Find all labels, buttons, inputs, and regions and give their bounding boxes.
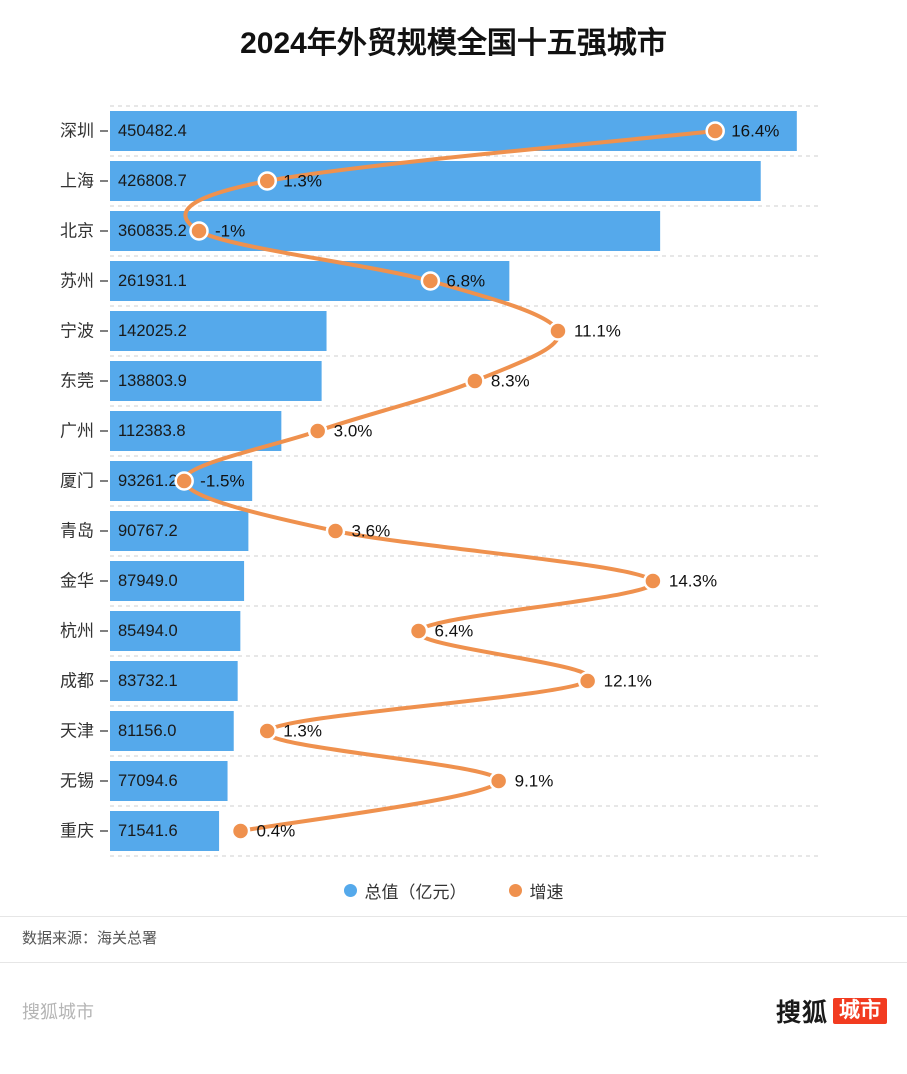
footer: 搜狐城市 搜狐 城市 <box>0 993 907 1029</box>
legend-item-line: 增速 <box>508 878 564 903</box>
growth-marker <box>705 121 725 141</box>
divider-top <box>0 916 907 917</box>
category-label: 深圳 <box>60 122 94 141</box>
legend-bar-swatch <box>343 883 357 897</box>
bar-value-label: 90767.2 <box>118 522 178 540</box>
growth-value-label: 9.1% <box>515 772 554 791</box>
sohu-city-logo: 搜狐 城市 <box>776 993 887 1029</box>
growth-value-label: 6.4% <box>435 622 474 641</box>
growth-value-label: -1.5% <box>200 472 244 491</box>
bar-东莞 <box>110 361 322 401</box>
category-label: 宁波 <box>60 322 94 341</box>
bar-天津 <box>110 711 234 751</box>
bar-value-label: 87949.0 <box>118 572 178 590</box>
growth-marker <box>325 521 346 541</box>
growth-value-label: 16.4% <box>731 122 779 141</box>
category-label: 北京 <box>60 222 94 241</box>
category-label: 金华 <box>60 572 94 591</box>
growth-value-label: 0.4% <box>257 822 296 841</box>
growth-marker <box>465 371 485 391</box>
bar-value-label: 112383.8 <box>118 422 186 440</box>
growth-value-label: 12.1% <box>604 672 652 691</box>
growth-marker <box>488 771 509 791</box>
bar-宁波 <box>110 311 327 351</box>
bar-value-label: 71541.6 <box>118 822 178 840</box>
bar-value-label: 360835.2 <box>118 222 187 240</box>
bar-value-label: 261931.1 <box>118 272 187 290</box>
data-source-note: 数据来源：海关总署 <box>22 930 158 947</box>
footer-watermark: 搜狐城市 <box>22 1002 94 1022</box>
category-label: 天津 <box>60 722 94 741</box>
legend-line-swatch <box>508 883 522 897</box>
bar-value-label: 85494.0 <box>118 622 178 640</box>
growth-value-label: 3.6% <box>351 522 390 541</box>
bar-重庆 <box>110 811 220 851</box>
growth-marker <box>174 471 194 491</box>
growth-marker <box>257 721 277 741</box>
legend-line-label: 增速 <box>529 882 564 902</box>
bar-深圳 <box>110 111 797 151</box>
growth-marker <box>408 621 429 641</box>
category-label: 重庆 <box>60 822 94 841</box>
bar-无锡 <box>110 761 228 801</box>
category-label: 东莞 <box>60 372 94 391</box>
growth-value-label: 8.3% <box>491 372 530 391</box>
category-label: 无锡 <box>60 772 94 791</box>
bar-广州 <box>110 411 282 451</box>
category-label: 杭州 <box>60 622 94 641</box>
bar-value-label: 426808.7 <box>118 172 187 190</box>
growth-value-label: 1.3% <box>283 722 322 741</box>
legend-bar-label: 总值（亿元） <box>364 882 467 902</box>
bar-value-label: 138803.9 <box>118 372 187 390</box>
legend: 总值（亿元） 增速 <box>0 878 907 902</box>
bar-value-label: 83732.1 <box>118 672 178 690</box>
category-label: 广州 <box>60 422 94 441</box>
growth-marker <box>420 271 441 291</box>
bar-青岛 <box>110 511 249 551</box>
logo-sohu-text: 搜狐 <box>775 999 828 1027</box>
category-label: 上海 <box>60 172 94 191</box>
divider-bottom <box>0 962 907 963</box>
chart-canvas: 深圳 450482.4 上海 426808.7 北京 360835.2 苏州 261931.1… <box>60 105 822 857</box>
growth-value-label: 11.1% <box>574 322 621 341</box>
growth-marker <box>548 321 568 341</box>
bar-金华 <box>110 561 245 601</box>
growth-value-label: 1.3% <box>283 172 322 191</box>
bar-value-label: 142025.2 <box>118 322 187 340</box>
growth-marker <box>257 171 277 191</box>
growth-marker <box>577 671 598 691</box>
growth-value-label: 14.3% <box>669 572 717 591</box>
bar-成都 <box>110 661 238 701</box>
growth-value-label: 3.0% <box>334 422 373 441</box>
bar-value-label: 77094.6 <box>118 772 178 790</box>
chart-title: 2024年外贸规模全国十五强城市 <box>240 27 667 60</box>
growth-marker <box>230 821 251 841</box>
bar-value-label: 81156.0 <box>118 722 176 740</box>
growth-marker <box>643 571 663 591</box>
legend-item-bar: 总值（亿元） <box>343 878 467 903</box>
bar-苏州 <box>110 261 510 301</box>
growth-value-label: 6.8% <box>446 272 485 291</box>
category-label: 苏州 <box>60 272 94 291</box>
logo-city-badge: 城市 <box>833 998 887 1024</box>
bar-value-label: 450482.4 <box>118 122 187 140</box>
growth-marker <box>307 421 328 441</box>
category-label: 厦门 <box>60 472 94 491</box>
growth-marker <box>189 221 209 241</box>
category-label: 青岛 <box>60 522 94 541</box>
growth-value-label: -1% <box>215 222 245 241</box>
bar-杭州 <box>110 611 241 651</box>
category-label: 成都 <box>60 672 94 691</box>
bar-value-label: 93261.2 <box>118 472 178 490</box>
